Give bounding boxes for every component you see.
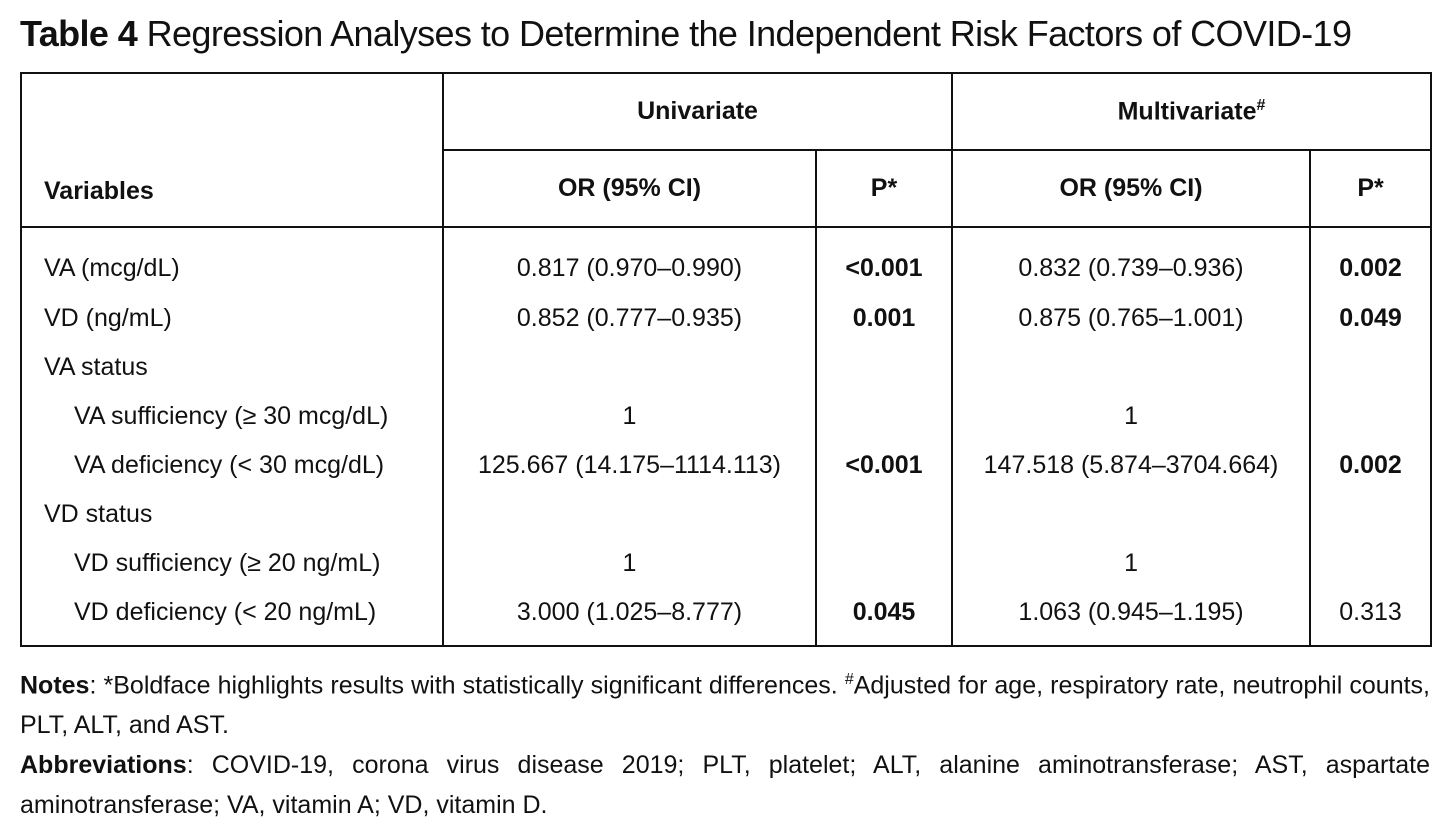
multivariate-p-cell [1309,539,1433,588]
multivariate-or-cell: 147.518 (5.874–3704.664) [951,441,1312,490]
multivariate-p-header: P* [1309,149,1433,228]
table-row: VD (ng/mL) 0.852 (0.777–0.935) 0.001 0.875 … [20,294,1433,343]
multivariate-or-cell [951,343,1312,392]
multivariate-or-cell: 0.875 (0.765–1.001) [951,294,1312,343]
table-number: Table 4 [20,13,138,54]
regression-table: Variables Univariate Multivariate# OR (9… [20,72,1433,647]
table-title: Table 4 Regression Analyses to Determine… [20,10,1435,58]
variable-cell: VD deficiency (< 20 ng/mL) [20,588,444,646]
univariate-p-cell [814,392,954,441]
univariate-or-cell [442,490,817,539]
multivariate-p-cell [1309,392,1433,441]
univariate-p-cell: 0.001 [814,294,954,343]
multivariate-p-cell: 0.313 [1309,588,1433,646]
table-row: VD sufficiency (≥ 20 ng/mL) 1 1 [20,539,1433,588]
univariate-or-cell [442,343,817,392]
table-caption: Regression Analyses to Determine the Ind… [146,13,1352,54]
variables-header: Variables [20,72,444,228]
univariate-or-cell: 1 [442,539,817,588]
univariate-p-cell [814,490,954,539]
table-row: VA (mcg/dL) 0.817 (0.970–0.990) <0.001 0.83… [20,227,1433,294]
multivariate-p-cell [1309,343,1433,392]
variable-cell: VA (mcg/dL) [20,227,444,294]
univariate-p-cell: <0.001 [814,441,954,490]
notes-text-2: Adjusted for age, respiratory rate, neut… [20,671,1430,740]
univariate-or-cell: 0.817 (0.970–0.990) [442,227,817,294]
multivariate-or-cell: 1 [951,392,1312,441]
multivariate-or-cell [951,490,1312,539]
table-row: VD status [20,490,1433,539]
multivariate-or-cell: 1.063 (0.945–1.195) [951,588,1312,646]
multivariate-footnote-mark: # [1256,96,1266,114]
table-header: Variables Univariate Multivariate# OR (9… [20,72,1433,228]
multivariate-p-cell [1309,490,1433,539]
variable-cell: VD (ng/mL) [20,294,444,343]
table-footnotes: Notes: *Boldface highlights results with… [20,660,1430,825]
abbreviations-paragraph: Abbreviations: COVID-19, corona virus di… [20,745,1430,825]
abbreviations-text: : COVID-19, corona virus disease 2019; P… [20,751,1430,820]
univariate-p-header: P* [814,149,954,228]
notes-text-1: : *Boldface highlights results with stat… [89,671,845,700]
multivariate-header-label: Multivariate [1117,97,1257,126]
univariate-or-cell: 3.000 (1.025–8.777) [442,588,817,646]
univariate-header: Univariate [441,72,954,151]
multivariate-p-cell: 0.002 [1309,441,1433,490]
table-row: VA status [20,343,1433,392]
multivariate-or-cell: 1 [951,539,1312,588]
univariate-p-cell: 0.045 [814,588,954,646]
notes-footnote-mark: # [844,671,854,688]
variable-cell: VA sufficiency (≥ 30 mcg/dL) [20,392,444,441]
notes-paragraph: Notes: *Boldface highlights results with… [20,660,1430,745]
abbreviations-label: Abbreviations [20,751,187,780]
variable-cell: VD sufficiency (≥ 20 ng/mL) [20,539,444,588]
table-body: VA (mcg/dL) 0.817 (0.970–0.990) <0.001 0.83… [20,227,1433,646]
univariate-or-cell: 0.852 (0.777–0.935) [442,294,817,343]
variable-cell: VA deficiency (< 30 mcg/dL) [20,441,444,490]
univariate-or-header: OR (95% CI) [442,149,817,228]
table-row: VD deficiency (< 20 ng/mL) 3.000 (1.025–8… [20,588,1433,646]
univariate-header-label: Univariate [637,97,758,125]
variable-cell: VD status [20,490,444,539]
notes-label: Notes [20,671,90,700]
multivariate-p-cell: 0.049 [1309,294,1433,343]
univariate-p-cell: <0.001 [814,227,954,294]
variable-cell: VA status [20,343,444,392]
multivariate-p-cell: 0.002 [1309,227,1433,294]
univariate-p-cell [814,343,954,392]
univariate-p-cell [814,539,954,588]
multivariate-or-header: OR (95% CI) [951,149,1312,228]
multivariate-header: Multivariate# [951,72,1433,151]
table-row: VA deficiency (< 30 mcg/dL) 125.667 (14.1… [20,441,1433,490]
univariate-or-cell: 125.667 (14.175–1114.113) [442,441,817,490]
multivariate-or-cell: 0.832 (0.739–0.936) [951,227,1312,294]
table-row: VA sufficiency (≥ 30 mcg/dL) 1 1 [20,392,1433,441]
univariate-or-cell: 1 [442,392,817,441]
